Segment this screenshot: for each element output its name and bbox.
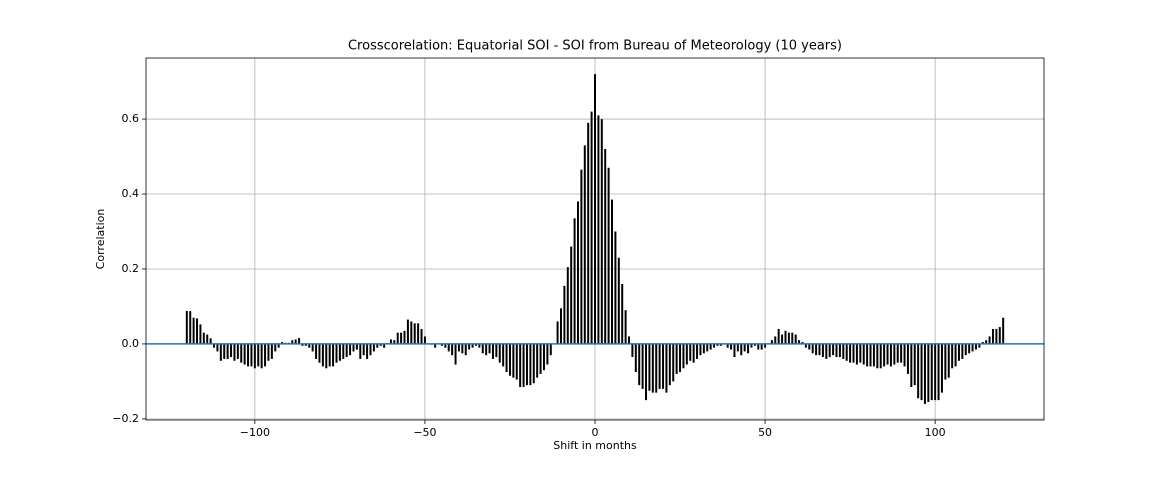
y-axis-label: Correlation bbox=[94, 209, 107, 270]
y-tick-label: −0.2 bbox=[112, 412, 139, 425]
x-tick-label: −100 bbox=[240, 426, 270, 439]
y-tick-label: 0.6 bbox=[122, 112, 140, 125]
chart-title: Crosscorelation: Equatorial SOI - SOI fr… bbox=[348, 39, 842, 54]
x-tick-label: 0 bbox=[592, 426, 599, 439]
x-tick-label: 50 bbox=[758, 426, 772, 439]
y-tick-label: 0.4 bbox=[122, 187, 140, 200]
y-tick-label: 0.0 bbox=[122, 337, 140, 350]
y-tick-label: 0.2 bbox=[122, 262, 140, 275]
x-tick-label: −50 bbox=[413, 426, 436, 439]
plot-frame bbox=[145, 57, 1045, 421]
x-axis-label: Shift in months bbox=[553, 439, 637, 452]
x-tick-label: 100 bbox=[925, 426, 946, 439]
